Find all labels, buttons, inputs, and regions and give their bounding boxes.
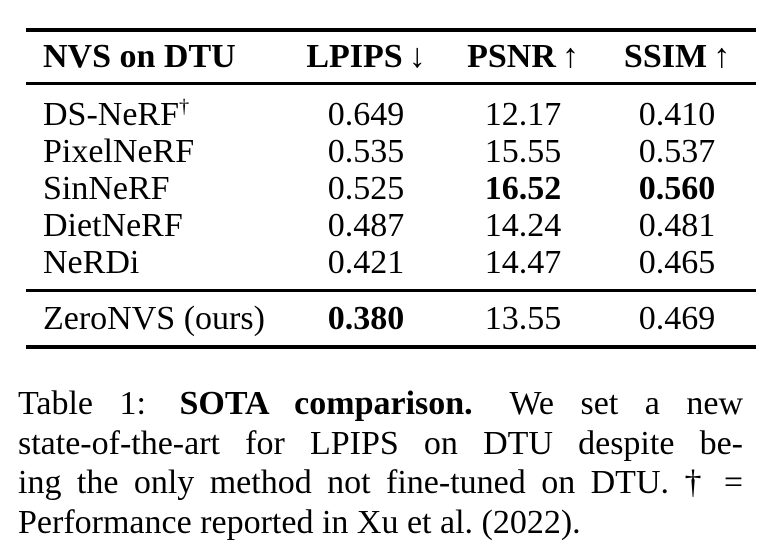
up-arrow-icon: ↑ xyxy=(561,38,579,75)
lpips-value: 0.649 xyxy=(327,96,405,133)
caption-text: We set a new xyxy=(509,385,744,422)
header-cell-psnr: PSNR ↑ xyxy=(443,38,603,75)
caption-title: SOTA comparison. xyxy=(179,385,473,422)
table-row: SinNeRF 0.525 16.52 0.560 xyxy=(0,170,770,207)
ssim-value: 0.410 xyxy=(638,96,716,133)
table-top-rule xyxy=(26,28,756,32)
psnr-value-best: 16.52 xyxy=(484,170,562,207)
table-mid-rule xyxy=(26,289,756,292)
header-arrow xyxy=(236,38,242,75)
caption-line-2: state-of-the-art for LPIPS on DTU despit… xyxy=(18,424,743,462)
method-cell: DietNeRF xyxy=(43,207,293,244)
table-header-rule xyxy=(26,82,756,85)
ssim-value: 0.469 xyxy=(638,300,716,337)
psnr-value: 15.55 xyxy=(484,133,562,170)
header-label: PSNR xyxy=(467,38,556,75)
table-header-row: NVS on DTU LPIPS ↓ PSNR ↑ SSIM ↑ xyxy=(0,38,770,75)
table-row: DS-NeRF† 0.649 12.17 0.410 xyxy=(0,96,770,133)
ssim-value: 0.537 xyxy=(638,133,716,170)
method-name: DS-NeRF xyxy=(43,96,180,133)
lpips-value: 0.421 xyxy=(327,244,405,281)
up-arrow-icon: ↑ xyxy=(713,38,731,75)
caption-label: Table 1: xyxy=(18,385,146,422)
header-label: NVS on DTU xyxy=(43,38,236,75)
method-cell: NeRDi xyxy=(43,244,293,281)
down-arrow-icon: ↓ xyxy=(408,38,426,75)
method-name: NeRDi xyxy=(43,244,140,281)
table-row-ours: ZeroNVS (ours) 0.380 13.55 0.469 xyxy=(0,300,770,337)
header-cell-lpips: LPIPS ↓ xyxy=(286,38,446,75)
method-cell: DS-NeRF† xyxy=(43,96,293,133)
caption-line-4: Performance reported in Xu et al. (2022)… xyxy=(18,503,581,541)
table-row: DietNeRF 0.487 14.24 0.481 xyxy=(0,207,770,244)
ssim-value: 0.481 xyxy=(638,207,716,244)
lpips-value: 0.535 xyxy=(327,133,405,170)
lpips-value: 0.487 xyxy=(327,207,405,244)
table-row: NeRDi 0.421 14.47 0.465 xyxy=(0,244,770,281)
method-cell: SinNeRF xyxy=(43,170,293,207)
ssim-value-best: 0.560 xyxy=(638,170,716,207)
method-cell: ZeroNVS (ours) xyxy=(43,300,265,337)
table-bottom-rule xyxy=(26,345,756,349)
lpips-value-best: 0.380 xyxy=(327,300,405,337)
lpips-value: 0.525 xyxy=(327,170,405,207)
caption-line-3: ing the only method not fine-tuned on DT… xyxy=(18,464,743,501)
psnr-value: 12.17 xyxy=(484,96,562,133)
header-cell-ssim: SSIM ↑ xyxy=(597,38,757,75)
table-row: PixelNeRF 0.535 15.55 0.537 xyxy=(0,133,770,170)
header-label: LPIPS xyxy=(306,38,403,75)
psnr-value: 13.55 xyxy=(484,300,562,337)
header-cell-nvs-on-dtu: NVS on DTU xyxy=(43,38,293,75)
table-caption: Table 1: SOTA comparison. We set a new s… xyxy=(18,384,743,542)
method-name: DietNeRF xyxy=(43,207,183,244)
method-cell: PixelNeRF xyxy=(43,133,293,170)
caption-line-1: Table 1: SOTA comparison. We set a new xyxy=(18,384,743,424)
dagger-superscript: † xyxy=(179,95,190,118)
ssim-value: 0.465 xyxy=(638,244,716,281)
psnr-value: 14.24 xyxy=(484,207,562,244)
method-name: PixelNeRF xyxy=(43,133,195,170)
header-label: SSIM xyxy=(623,38,708,75)
method-name: SinNeRF xyxy=(43,170,170,207)
psnr-value: 14.47 xyxy=(484,244,562,281)
